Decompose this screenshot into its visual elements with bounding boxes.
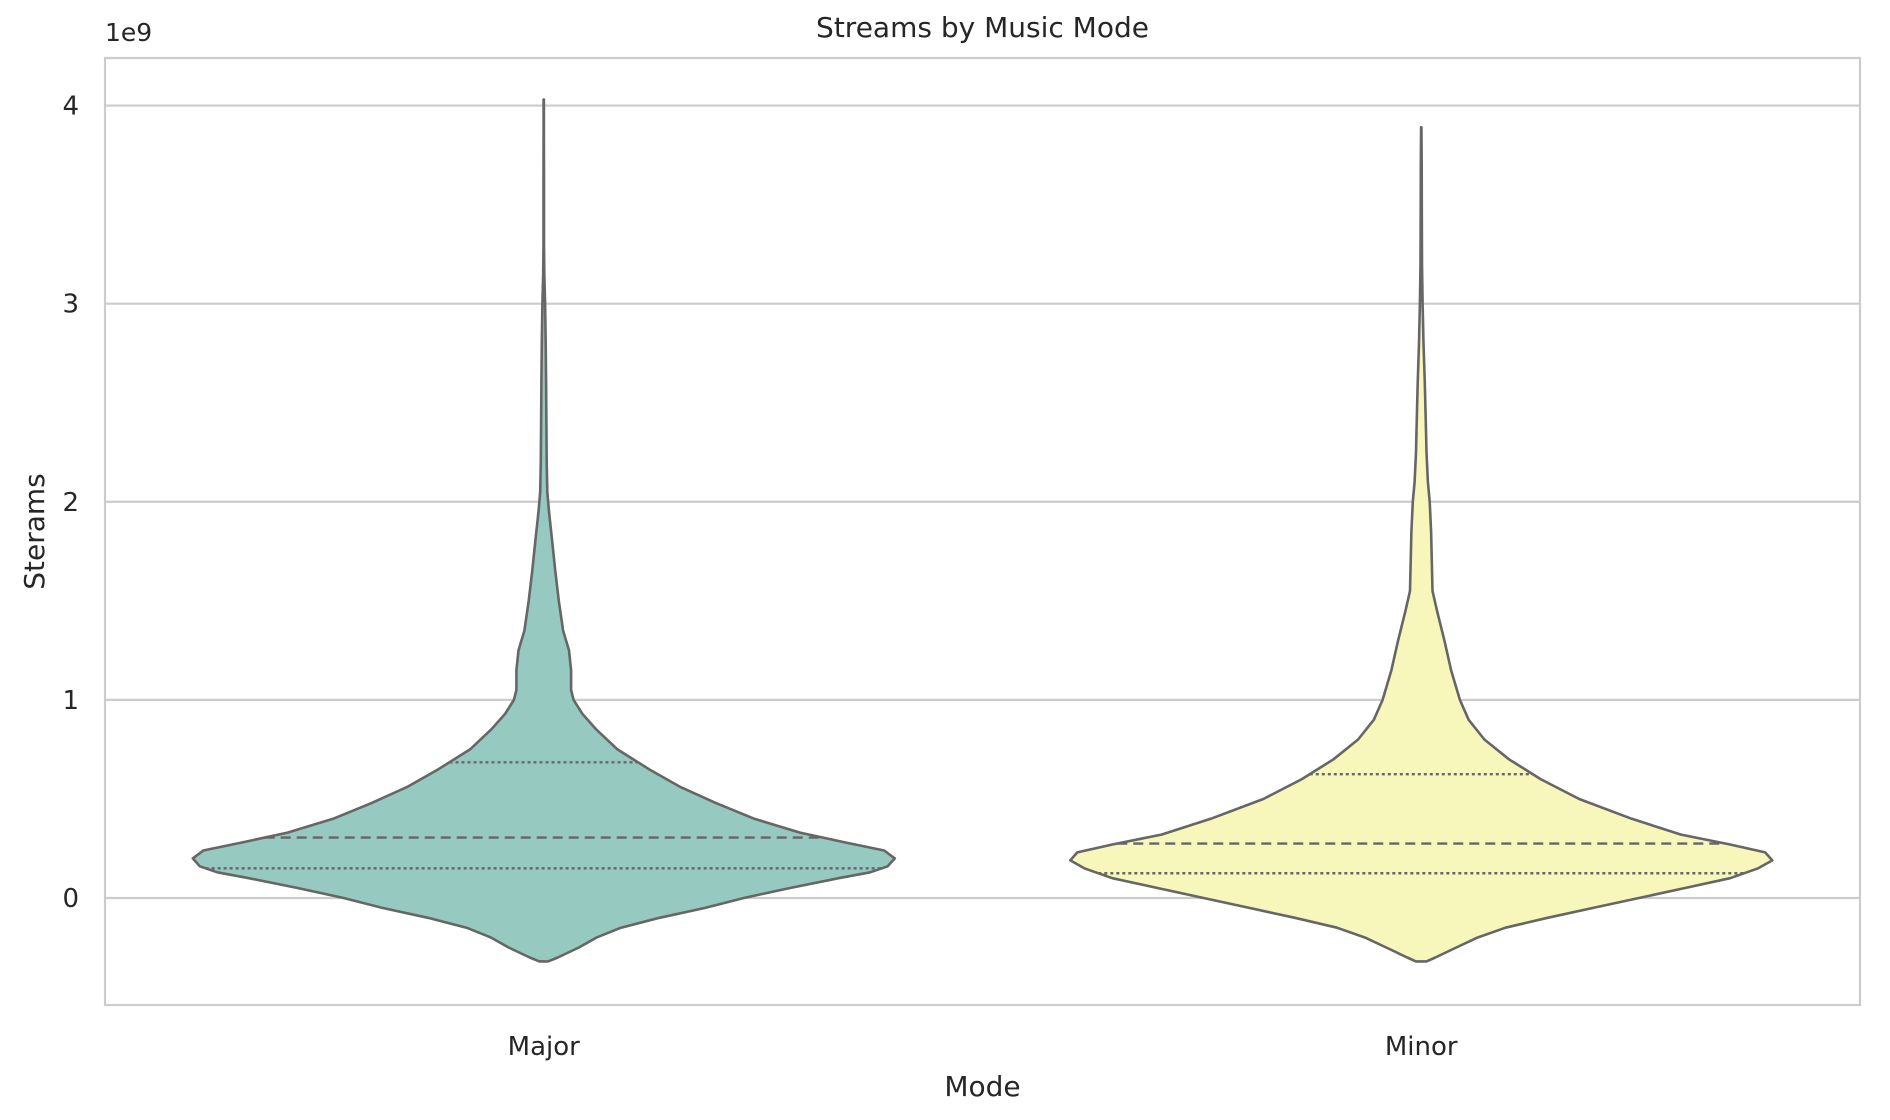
- plot-frame: [103, 56, 1862, 1007]
- y-tick-label: 2: [62, 488, 79, 518]
- x-tick-label: Minor: [1385, 1032, 1458, 1062]
- y-tick-label: 3: [62, 290, 79, 320]
- violins: [191, 98, 1774, 963]
- x-tick-label: Major: [508, 1032, 580, 1062]
- x-axis-label: Mode: [944, 1070, 1020, 1103]
- chart-title: Streams by Music Mode: [816, 11, 1149, 44]
- y-axis-offset-label: 1e9: [105, 18, 152, 47]
- tick-labels: 0 1 2 3 4 Major Minor: [62, 92, 1457, 1062]
- violin-major: [191, 98, 897, 963]
- y-axis-label: Sterams: [18, 473, 51, 590]
- y-tick-label: 1: [62, 686, 79, 716]
- violin-minor: [1069, 126, 1774, 963]
- y-tick-label: 4: [62, 92, 79, 122]
- y-tick-label: 0: [62, 884, 79, 914]
